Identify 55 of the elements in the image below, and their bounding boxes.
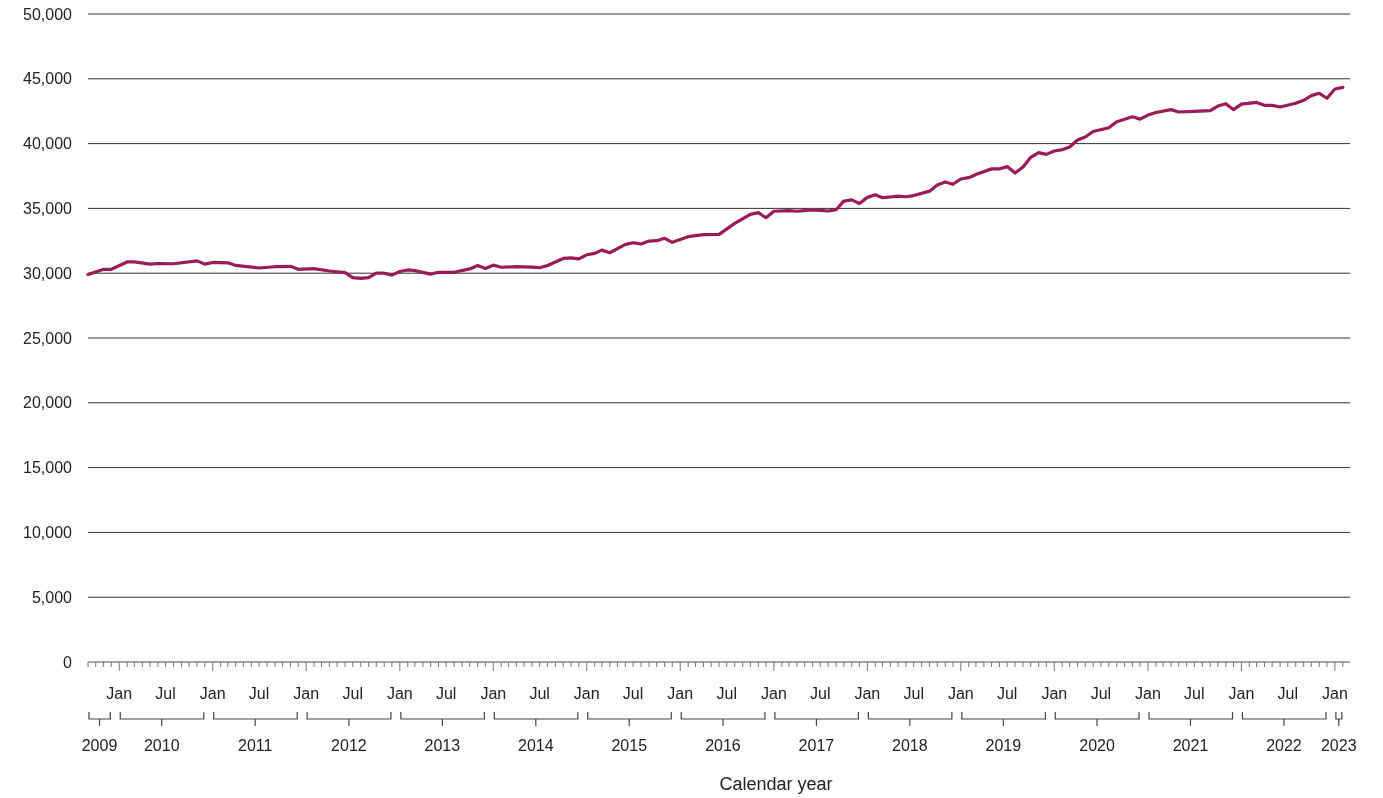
y-tick-label: 20,000	[23, 394, 73, 412]
y-tick-label: 25,000	[23, 329, 73, 347]
x2-tick-label: 2014	[518, 737, 554, 754]
y-tick-label: 5,000	[31, 588, 73, 606]
y-tick-label: 0	[63, 653, 73, 671]
x-tick-label: Jan	[761, 685, 787, 702]
x-tick-label: Jul	[155, 685, 176, 702]
x-tick-label: Jul	[716, 685, 738, 702]
x2-tick-label: 2012	[331, 737, 367, 754]
x-tick-label: Jan	[1041, 685, 1068, 702]
x-tick-label: Jan	[1135, 685, 1161, 702]
x2-tick-label: 2022	[1266, 737, 1302, 754]
x-tick-label: Jan	[386, 685, 413, 702]
x2-tick-label: 2017	[798, 737, 835, 754]
x-tick-label: Jul	[1277, 685, 1299, 702]
x-tick-label: Jan	[1322, 685, 1348, 702]
x-tick-label: Jan	[667, 685, 694, 702]
x-tick-label: Jul	[529, 685, 550, 702]
x2-tick-label: 2009	[81, 737, 118, 754]
x-tick-label: Jan	[573, 685, 600, 702]
y-tick-label: 45,000	[23, 70, 73, 88]
x-axis-title: Calendar year	[719, 774, 833, 794]
x-tick-label: Jul	[810, 685, 831, 702]
y-tick-label: 30,000	[23, 264, 73, 282]
x-tick-label: Jan	[1228, 685, 1255, 702]
y-tick-label: 40,000	[23, 135, 73, 153]
x2-tick-label: 2015	[611, 737, 648, 754]
x-tick-label: Jan	[854, 685, 881, 702]
x-tick-label: Jul	[996, 685, 1018, 702]
x-tick-label: Jul	[342, 685, 363, 702]
x2-tick-label: 2011	[237, 737, 273, 754]
x-tick-label: Jul	[622, 685, 644, 702]
x-tick-label: Jul	[1184, 685, 1205, 702]
y-tick-label: 10,000	[23, 524, 73, 541]
x-tick-label: Jan	[293, 685, 320, 702]
x-tick-label: Jan	[480, 685, 507, 702]
x-tick-label: Jul	[435, 685, 457, 702]
x-tick-label: Jul	[248, 685, 270, 702]
line-series	[86, 85, 1345, 280]
x2-tick-label: 2020	[1079, 737, 1115, 754]
x2-tick-label: 2016	[705, 737, 741, 754]
x2-tick-label: 2010	[143, 737, 180, 754]
x-tick-label: Jul	[1090, 685, 1112, 702]
x2-tick-label: 2023	[1320, 737, 1357, 754]
y-tick-label: 15,000	[23, 459, 73, 477]
x2-tick-label: 2021	[1172, 737, 1209, 754]
x-tick-label: Jan	[199, 685, 226, 702]
y-tick-label: 50,000	[23, 5, 73, 23]
y-tick-label: 35,000	[23, 200, 73, 217]
x-tick-label: Jan	[106, 685, 133, 702]
x-tick-label: Jul	[903, 685, 924, 702]
x2-tick-label: 2018	[892, 737, 928, 754]
x2-tick-label: 2019	[985, 737, 1022, 754]
x2-tick-label: 2013	[424, 737, 461, 754]
x-tick-label: Jan	[947, 685, 974, 702]
